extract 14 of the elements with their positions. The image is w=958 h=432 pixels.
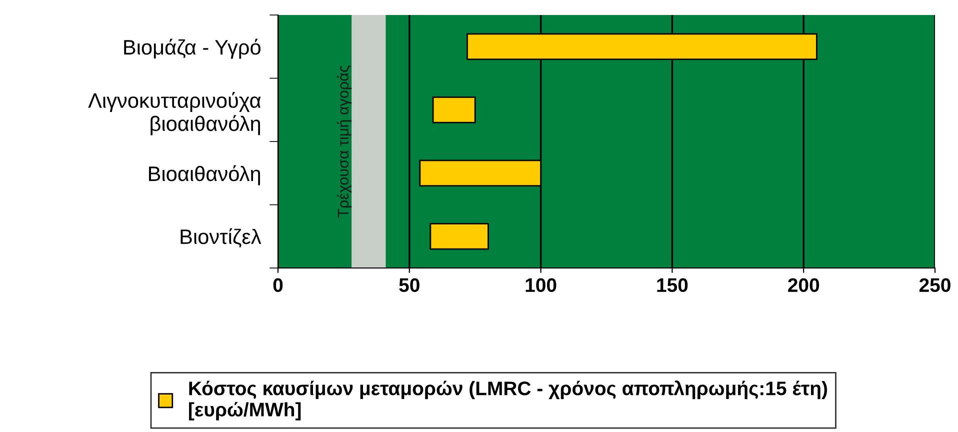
y-tick-label: Βιοαιθανόλη (149, 165, 260, 186)
x-tick-label: 250 (919, 278, 950, 292)
bar (430, 223, 489, 250)
x-tick-label: 50 (399, 278, 420, 292)
x-tick-label: 0 (273, 278, 283, 292)
legend-label: Κόστος καυσίμων μεταμορών (LMRC - χρόνος αποπληρωμής:15 έτη) [ευρώ/MWh] (189, 380, 828, 420)
bar (432, 96, 476, 124)
x-tick-label: 100 (526, 278, 556, 292)
y-tick-label: Λιγνοκυτταρινούχα βιοαιθανόλη (88, 92, 261, 136)
band-label: Τρέχουσα τιμή αγοράς (336, 66, 352, 218)
y-tick-label: Βιομάζα - Υγρό (124, 38, 260, 59)
x-tick-label: 150 (657, 278, 688, 292)
x-tick-label: 200 (788, 278, 820, 292)
y-tick-label: Βιοντίζελ (180, 228, 262, 248)
